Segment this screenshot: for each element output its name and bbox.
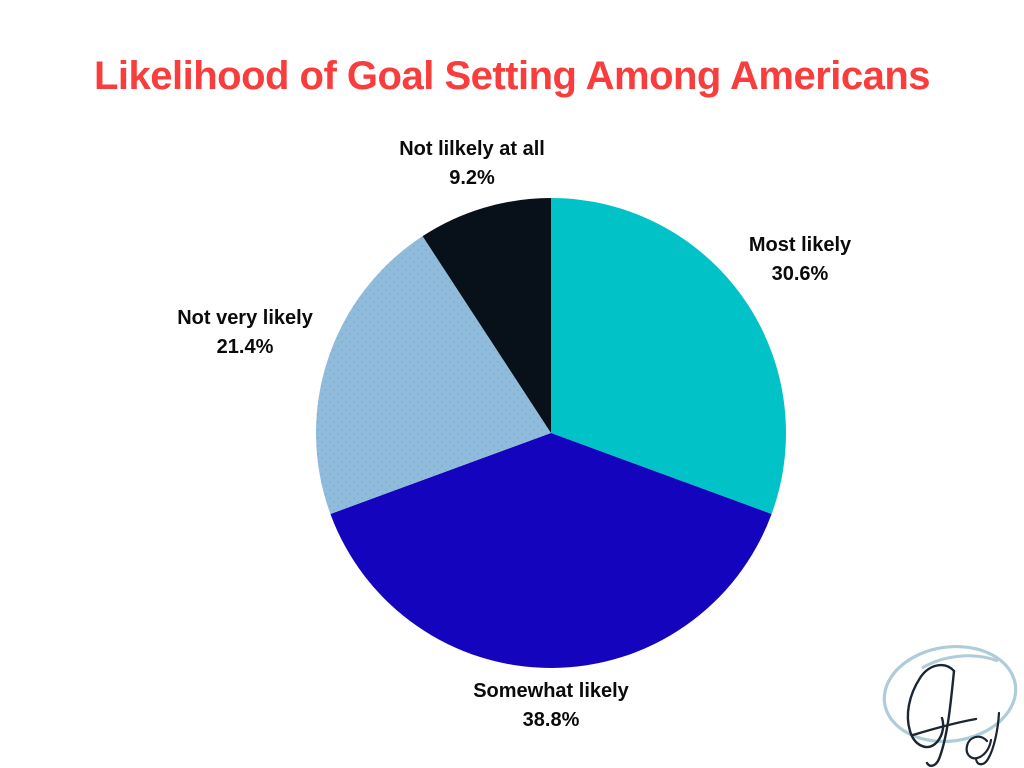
logo-gd — [882, 644, 1018, 767]
pie-slice-0 — [551, 198, 786, 514]
logo-ellipse-overlap-stroke — [921, 654, 999, 670]
slice-label-text: Not very likely — [177, 307, 313, 329]
logo-letter-d-bowl — [965, 735, 993, 760]
slice-pct-text: 21.4% — [216, 336, 274, 358]
logo-letter-g-stem — [925, 669, 956, 767]
slice-label-text: Somewhat likely — [473, 680, 629, 702]
logo-letter-g-loop — [906, 663, 956, 749]
pie-slices — [316, 198, 786, 668]
logo-letter-d-stem — [974, 711, 1001, 766]
logo-letter-g-crossbar — [911, 717, 978, 737]
pie-slice-1 — [330, 433, 772, 668]
slice-pct-text: 30.6% — [771, 263, 829, 285]
slice-label-not-very-likely: Not very likely 21.4% — [177, 304, 313, 362]
pie-slice-3 — [422, 198, 551, 433]
slice-label-most-likely: Most likely 30.6% — [749, 231, 851, 289]
slice-label-not-likely-at-all: Not lilkely at all 9.2% — [399, 135, 545, 193]
slice-label-text: Not lilkely at all — [399, 138, 545, 160]
slice-pct-text: 9.2% — [449, 167, 495, 189]
logo-ellipse-icon — [882, 644, 1018, 744]
chart-title: Likelihood of Goal Setting Among America… — [93, 54, 931, 98]
slice-label-somewhat-likely: Somewhat likely 38.8% — [473, 677, 629, 735]
pie-slice-2-texture — [316, 236, 551, 514]
slice-pct-text: 38.8% — [522, 709, 580, 731]
slice-label-text: Most likely — [748, 234, 852, 256]
